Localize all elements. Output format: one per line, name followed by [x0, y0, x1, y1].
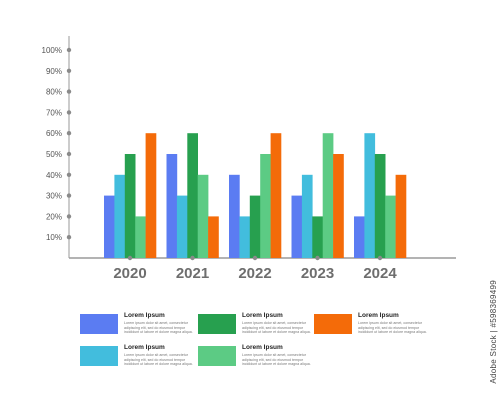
y-tick-dot: [66, 47, 72, 53]
legend-description: Lorem ipsum dolor sit amet, consectetur …: [124, 353, 193, 367]
legend-description: Lorem ipsum dolor sit amet, consectetur …: [358, 321, 427, 335]
x-tick-dot: [190, 255, 195, 261]
bar: [291, 195, 303, 258]
bar: [312, 216, 323, 258]
x-tick-dot: [127, 255, 133, 261]
legend-swatch: [314, 314, 352, 334]
y-tick-dot: [66, 131, 72, 136]
bar: [104, 195, 115, 258]
bar: [124, 154, 136, 258]
bar: [135, 216, 146, 258]
bar: [260, 154, 271, 258]
y-tick-label: 100%: [42, 46, 62, 55]
x-tick-dot: [377, 255, 383, 261]
x-tick-label: 2022: [238, 265, 271, 282]
bar: [385, 195, 396, 258]
y-tick-label: 50%: [46, 150, 62, 159]
y-tick-dot: [66, 235, 72, 240]
bar: [176, 195, 188, 258]
legend-swatch: [80, 314, 118, 334]
x-tick-label: 2020: [113, 265, 146, 282]
x-tick-dot: [252, 255, 258, 261]
bar: [208, 216, 219, 258]
bar: [239, 216, 251, 258]
y-tick-dot: [66, 151, 72, 157]
legend-label: Lorem Ipsum: [242, 312, 283, 319]
y-tick-label: 20%: [46, 212, 62, 221]
legend-text: Lorem Ipsum Lorem ipsum dolor sit amet, …: [242, 312, 318, 335]
legend-item-5: Lorem Ipsum Lorem ipsum dolor sit amet, …: [198, 344, 318, 368]
bar: [197, 174, 209, 258]
legend-text: Lorem Ipsum Lorem ipsum dolor sit amet, …: [242, 344, 318, 367]
bar: [229, 174, 240, 258]
legend-swatch: [198, 314, 236, 334]
legend-text: Lorem Ipsum Lorem ipsum dolor sit amet, …: [358, 312, 434, 335]
bar: [374, 154, 386, 258]
legend-description: Lorem ipsum dolor sit amet, consectetur …: [242, 353, 311, 367]
legend-label: Lorem Ipsum: [124, 344, 165, 351]
y-tick-dot: [66, 172, 72, 177]
y-tick-dot: [66, 68, 72, 74]
y-tick-label: 80%: [46, 88, 62, 97]
legend-description: Lorem ipsum dolor sit amet, consectetur …: [124, 321, 193, 335]
legend-label: Lorem Ipsum: [242, 344, 283, 351]
x-tick-dot: [315, 255, 320, 261]
bar: [322, 133, 334, 258]
legend-item-1: Lorem Ipsum Lorem ipsum dolor sit amet, …: [80, 312, 200, 336]
chart-legend: Lorem Ipsum Lorem ipsum dolor sit amet, …: [80, 312, 460, 376]
legend-label: Lorem Ipsum: [358, 312, 399, 319]
bar: [301, 174, 313, 258]
y-tick-label: 90%: [46, 67, 62, 76]
legend-label: Lorem Ipsum: [124, 312, 165, 319]
legend-item-2: Lorem Ipsum Lorem ipsum dolor sit amet, …: [198, 312, 318, 336]
stock-credit: Adobe Stock | #598369499: [489, 280, 498, 384]
bar: [249, 195, 261, 258]
bar: [270, 133, 282, 258]
bar: [114, 174, 126, 258]
bar: [166, 154, 178, 258]
y-tick-label: 40%: [46, 171, 62, 180]
legend-text: Lorem Ipsum Lorem ipsum dolor sit amet, …: [124, 344, 200, 367]
y-tick-dot: [66, 214, 72, 219]
x-tick-label: 2024: [363, 265, 397, 282]
y-tick-dot: [66, 89, 72, 94]
y-tick-label: 30%: [46, 192, 62, 201]
legend-swatch: [80, 346, 118, 366]
bar-chart: 10% 20% 30% 40% 50% 60% 70% 80% 90% 100% 2020 2021 2…: [42, 36, 456, 282]
legend-text: Lorem Ipsum Lorem ipsum dolor sit amet, …: [124, 312, 200, 335]
legend-description: Lorem ipsum dolor sit amet, consectetur …: [242, 321, 311, 335]
legend-swatch: [198, 346, 236, 366]
y-tick-dot: [66, 193, 72, 198]
bar: [333, 154, 344, 258]
legend-item-4: Lorem Ipsum Lorem ipsum dolor sit amet, …: [80, 344, 200, 368]
y-tick-label: 60%: [46, 129, 62, 138]
bar: [364, 133, 376, 258]
bar: [145, 133, 157, 258]
x-tick-label: 2023: [301, 265, 334, 282]
legend-item-3: Lorem Ipsum Lorem ipsum dolor sit amet, …: [314, 312, 434, 336]
y-tick-dot: [66, 110, 72, 115]
y-tick-label: 70%: [46, 108, 62, 117]
x-tick-label: 2021: [176, 265, 209, 282]
bar: [187, 133, 198, 258]
y-tick-label: 10%: [46, 233, 62, 242]
bar: [395, 174, 407, 258]
bar: [354, 216, 365, 258]
